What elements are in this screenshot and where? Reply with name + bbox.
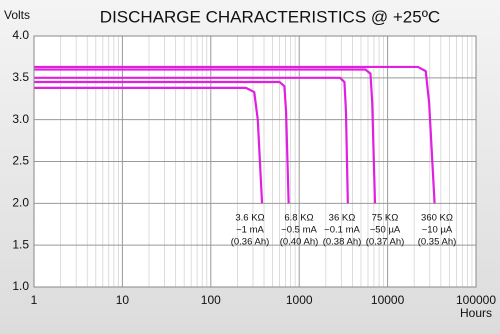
series-line	[34, 80, 290, 204]
plot-border	[33, 35, 477, 288]
series-current: ~10 µA	[422, 225, 453, 236]
x-tick-label: 10	[116, 293, 130, 307]
series-line	[34, 68, 377, 204]
series-current: ~1 mA	[236, 225, 264, 236]
series-label: 75 KΩ	[372, 213, 399, 224]
y-tick-label: 2.0	[12, 196, 29, 210]
series-label: 6.8 KΩ	[284, 213, 313, 224]
series-label: 360 KΩ	[421, 213, 453, 224]
series-current: ~50 µA	[370, 225, 401, 236]
y-tick-label: 1.5	[12, 237, 29, 251]
series-capacity: (0.36 Ah)	[231, 237, 270, 248]
y-tick-label: 1.0	[12, 279, 29, 293]
x-axis-label: Hours	[460, 306, 492, 320]
series-capacity: (0.40 Ah)	[280, 237, 319, 248]
series-current: ~0.5 mA	[281, 225, 317, 236]
y-tick-label: 3.0	[12, 112, 29, 126]
series-capacity: (0.35 Ah)	[418, 237, 457, 248]
series-capacity: (0.37 Ah)	[366, 237, 405, 248]
y-axis-label: Volts	[4, 8, 30, 22]
x-tick-label: 100	[201, 293, 221, 307]
series-label: 36 KΩ	[329, 213, 356, 224]
series-line	[34, 86, 264, 204]
marks	[34, 65, 436, 204]
series-capacity: (0.38 Ah)	[323, 237, 362, 248]
series-line	[34, 76, 349, 204]
chart-title: DISCHARGE CHARACTERISTICS @ +25ºC	[100, 7, 440, 26]
y-tick-label: 3.5	[12, 70, 29, 84]
x-tick-label: 10000	[371, 293, 405, 307]
x-tick-label: 1	[31, 293, 38, 307]
y-tick-label: 4.0	[12, 28, 29, 42]
x-tick-label: 1000	[286, 293, 313, 307]
y-tick-label: 2.5	[12, 154, 29, 168]
series-line	[34, 65, 436, 204]
x-tick-label: 100000	[456, 293, 496, 307]
series-label: 3.6 KΩ	[235, 213, 264, 224]
series-current: ~0.1 mA	[324, 225, 360, 236]
